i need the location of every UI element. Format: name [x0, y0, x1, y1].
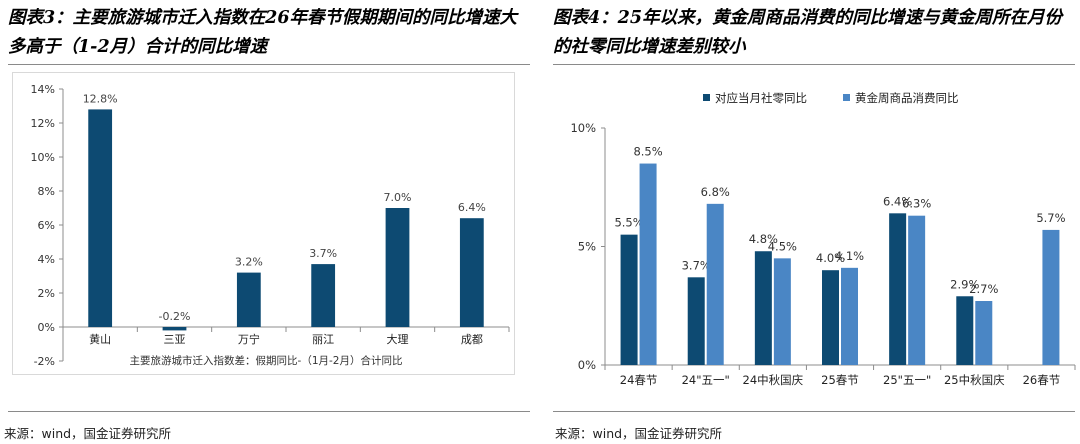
y-tick-label: 4%: [38, 253, 55, 266]
bar-value-label: 2.7%: [969, 282, 998, 296]
legend-label: 黄金周商品消费同比: [855, 91, 959, 105]
figure4-top-rule: [553, 64, 1075, 65]
bar: [459, 218, 484, 327]
legend-label: 主要旅游城市迁入指数差：假期同比-（1月-2月）合计同比: [130, 354, 403, 367]
y-tick-label: 14%: [31, 83, 55, 96]
figure4-panel: 图表4：25年以来，黄金周商品消费的同比增速与黄金周所在月份的社零同比增速差别较…: [545, 0, 1080, 444]
bar: [889, 213, 907, 365]
figure3-top-rule: [8, 64, 530, 65]
bar: [88, 109, 113, 328]
legend-swatch: [703, 94, 710, 101]
y-tick-label: 6%: [38, 219, 55, 232]
bar-value-label: 4.8%: [749, 232, 778, 246]
bar-value-label: 6.8%: [701, 185, 730, 199]
figure4-title: 图表4：25年以来，黄金周商品消费的同比增速与黄金周所在月份的社零同比增速差别较…: [553, 8, 1063, 57]
figure4-chart: 对应当月社零同比 黄金周商品消费同比 10% 5% 0% 5.5% 8.5% 24春节 3.7%…: [570, 91, 1076, 387]
bar-value-label: 6.4%: [458, 201, 486, 214]
x-tick-label: 三亚: [164, 333, 186, 346]
bar: [1042, 229, 1060, 365]
bar-value-label: 5.5%: [614, 216, 643, 230]
y-tick-label: 8%: [38, 185, 55, 198]
bar-value-label: 6.3%: [902, 197, 931, 211]
bar-value-label: -0.2%: [159, 310, 191, 323]
x-tick-label: 成都: [461, 333, 483, 346]
x-tick-label: 24"五一": [682, 373, 730, 387]
x-tick-label: 万宁: [238, 332, 260, 346]
bar: [311, 264, 336, 327]
legend-swatch: [843, 94, 850, 101]
x-tick-label: 24春节: [620, 373, 658, 387]
bar: [975, 301, 993, 365]
y-tick-label: 10%: [31, 151, 55, 164]
y-tick-label: 0%: [578, 358, 596, 372]
x-tick-label: 26春节: [1023, 373, 1061, 387]
x-tick-label: 24中秋国庆: [743, 373, 804, 387]
bar: [841, 267, 858, 365]
y-tick-label: 0%: [38, 321, 55, 334]
x-tick-label: 丽江: [312, 333, 334, 346]
bar: [162, 327, 187, 331]
bar: [639, 163, 657, 365]
bar: [236, 272, 261, 327]
bar: [773, 258, 791, 365]
figure3-chart-frame: 14% 12% 10% 8% 6% 4% 2% 0% -2% 12.8% 黄山 -0.2% 三亚 3.2%…: [12, 72, 515, 375]
y-tick-label: 2%: [38, 287, 55, 300]
y-tick-label: 5%: [578, 240, 596, 254]
figure3-title: 图表3：主要旅游城市迁入指数在26年春节假期期间的同比增速大多高于（1-2月）合…: [8, 8, 518, 57]
bar-value-label: 5.7%: [1036, 211, 1065, 225]
x-tick-label: 黄山: [89, 332, 111, 346]
y-tick-label: 12%: [31, 117, 55, 130]
bar-value-label: 4.0%: [816, 251, 845, 265]
legend-label: 对应当月社零同比: [715, 91, 807, 105]
x-tick-label: 25春节: [821, 373, 859, 387]
bar-value-label: 3.2%: [235, 256, 263, 269]
bar: [706, 203, 724, 365]
x-tick-label: 25中秋国庆: [944, 373, 1005, 387]
figure4-bottom-rule: [553, 411, 1075, 412]
x-tick-label: 25"五一": [883, 373, 931, 387]
bar-value-label: 3.7%: [682, 258, 711, 272]
bar-value-label: 8.5%: [633, 145, 662, 159]
bar: [908, 215, 926, 365]
bar: [620, 234, 638, 365]
bar-value-label: 3.7%: [309, 247, 337, 260]
bar: [956, 296, 974, 365]
bar-value-label: 6.4%: [883, 194, 912, 208]
bar: [687, 277, 705, 365]
figure4-source: 来源：wind，国金证券研究所: [555, 426, 723, 441]
figure3-source: 来源：wind，国金证券研究所: [4, 426, 172, 441]
bar-value-label: 4.1%: [835, 249, 864, 263]
bar-value-label: 7.0%: [384, 191, 412, 204]
figure3-bottom-rule: [8, 411, 530, 412]
bar: [385, 208, 410, 327]
y-tick-label: -2%: [34, 355, 55, 368]
bar-value-label: 4.5%: [768, 239, 797, 253]
x-tick-label: 大理: [387, 332, 409, 346]
figure3-chart: 14% 12% 10% 8% 6% 4% 2% 0% -2% 12.8% 黄山 -0.2% 三亚 3.2%…: [31, 83, 510, 368]
bar: [754, 251, 772, 365]
bar: [822, 270, 839, 365]
figure3-panel: 图表3：主要旅游城市迁入指数在26年春节假期期间的同比增速大多高于（1-2月）合…: [0, 0, 535, 444]
bar-value-label: 2.9%: [950, 277, 979, 291]
y-tick-label: 10%: [570, 121, 596, 135]
bar-value-label: 12.8%: [83, 92, 118, 105]
